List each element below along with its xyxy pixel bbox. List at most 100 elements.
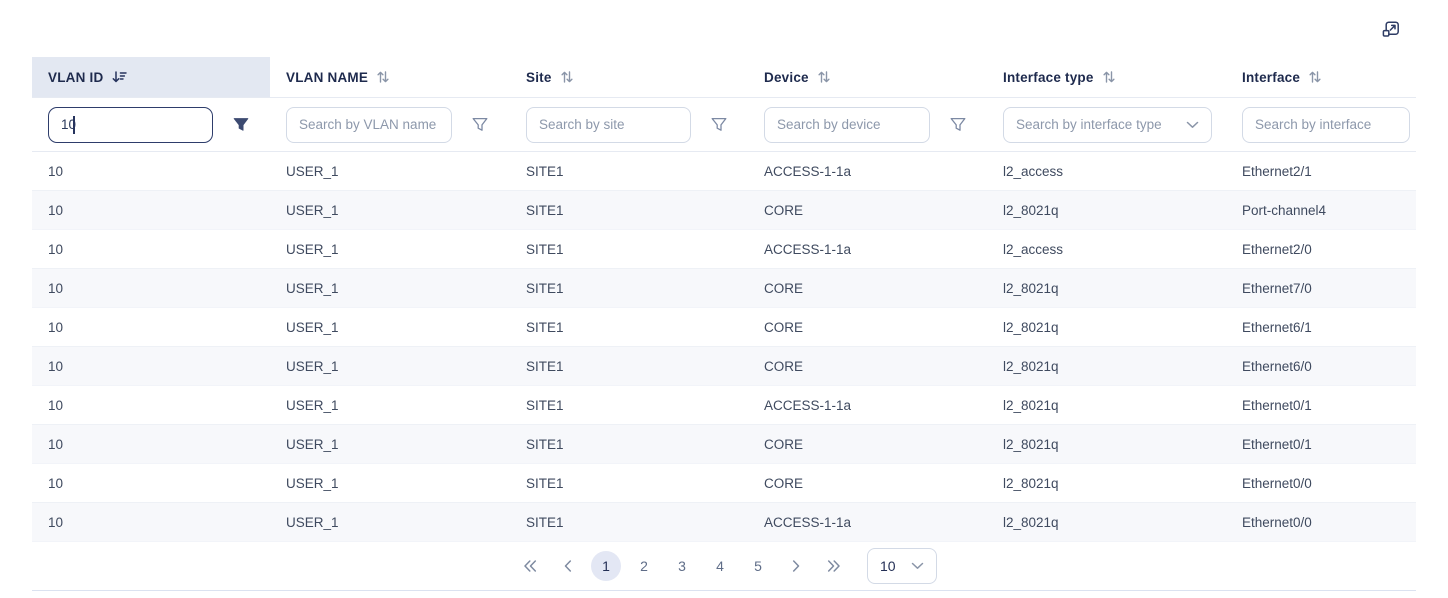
page-button-2[interactable]: 2: [629, 551, 659, 581]
cell-interface-type: l2_8021q: [1003, 202, 1059, 218]
next-page-button[interactable]: [781, 551, 811, 581]
cell-vlan-id: 10: [48, 436, 64, 452]
chevron-left-icon: [564, 560, 572, 572]
cell-site: SITE1: [526, 319, 564, 335]
filter-funnel-icon[interactable]: [711, 117, 727, 132]
cell-site: SITE1: [526, 241, 564, 257]
cell-interface: Ethernet0/0: [1242, 514, 1312, 530]
table-body: 10 USER_1 SITE1 ACCESS-1-1a l2_access Etherne…: [32, 152, 1416, 542]
page-size-select[interactable]: 10: [867, 548, 937, 584]
cell-device: ACCESS-1-1a: [764, 514, 852, 530]
column-label: Device: [764, 69, 809, 85]
sort-both-icon[interactable]: [1102, 70, 1116, 84]
column-header-site[interactable]: Site: [510, 57, 748, 97]
select-placeholder: Search by interface type: [1016, 117, 1162, 132]
table-row[interactable]: 10 USER_1 SITE1 CORE l2_8021q Ethernet7/0: [32, 269, 1416, 308]
cell-site: SITE1: [526, 475, 564, 491]
cell-interface-type: l2_8021q: [1003, 514, 1059, 530]
chevron-right-icon: [792, 560, 800, 572]
table-row[interactable]: 10 USER_1 SITE1 CORE l2_8021q Port-channel4: [32, 191, 1416, 230]
cell-interface: Ethernet2/1: [1242, 163, 1312, 179]
cell-vlan-id: 10: [48, 241, 64, 257]
column-header-device[interactable]: Device: [748, 57, 987, 97]
double-chevron-left-icon: [523, 560, 537, 572]
column-header-vlan-name[interactable]: VLAN NAME: [270, 57, 510, 97]
cell-interface-type: l2_access: [1003, 241, 1064, 257]
vlan-id-filter-input[interactable]: [48, 106, 213, 143]
sort-both-icon[interactable]: [817, 70, 831, 84]
filter-cell-site: [510, 106, 748, 143]
table-row[interactable]: 10 USER_1 SITE1 ACCESS-1-1a l2_8021q Ethernet…: [32, 386, 1416, 425]
cell-interface: Ethernet6/0: [1242, 358, 1312, 374]
cell-device: CORE: [764, 202, 804, 218]
interface-filter-input[interactable]: [1242, 106, 1410, 143]
chevron-down-icon: [911, 562, 924, 570]
cell-device: CORE: [764, 358, 804, 374]
table-row[interactable]: 10 USER_1 SITE1 ACCESS-1-1a l2_access Etherne…: [32, 230, 1416, 269]
cell-interface-type: l2_8021q: [1003, 280, 1059, 296]
filter-cell-device: [748, 106, 987, 143]
filter-funnel-icon[interactable]: [472, 117, 488, 132]
chevron-down-icon: [1186, 121, 1199, 129]
text-caret: [73, 115, 75, 134]
vlan-interfaces-table: VLAN ID VLAN NAME Site: [32, 57, 1416, 591]
column-label: Interface type: [1003, 69, 1094, 85]
column-header-interface[interactable]: Interface: [1226, 57, 1416, 97]
cell-interface-type: l2_8021q: [1003, 475, 1059, 491]
first-page-button[interactable]: [515, 551, 545, 581]
page-size-value: 10: [880, 558, 896, 574]
filter-funnel-icon[interactable]: [950, 117, 966, 132]
device-filter-input[interactable]: [764, 106, 930, 143]
page-button-1[interactable]: 1: [591, 551, 621, 581]
cell-vlan-id: 10: [48, 202, 64, 218]
cell-site: SITE1: [526, 397, 564, 413]
pagination-bar: 1 2 3 4 5 10: [32, 542, 1416, 591]
sort-both-icon[interactable]: [376, 70, 390, 84]
table-row[interactable]: 10 USER_1 SITE1 CORE l2_8021q Ethernet6/0: [32, 347, 1416, 386]
vlan-id-filter-wrap: [48, 106, 213, 143]
interface-type-filter-select[interactable]: Search by interface type: [1003, 106, 1212, 143]
column-header-interface-type[interactable]: Interface type: [987, 57, 1226, 97]
site-filter-input[interactable]: [526, 106, 691, 143]
expand-table-button[interactable]: [1380, 18, 1402, 40]
table-row[interactable]: 10 USER_1 SITE1 CORE l2_8021q Ethernet6/1: [32, 308, 1416, 347]
cell-device: CORE: [764, 436, 804, 452]
page-button-5[interactable]: 5: [743, 551, 773, 581]
page-button-3[interactable]: 3: [667, 551, 697, 581]
table-row[interactable]: 10 USER_1 SITE1 ACCESS-1-1a l2_access Etherne…: [32, 152, 1416, 191]
cell-vlan-id: 10: [48, 514, 64, 530]
cell-site: SITE1: [526, 202, 564, 218]
column-header-vlan-id[interactable]: VLAN ID: [32, 57, 270, 97]
vlan-name-filter-input[interactable]: [286, 106, 452, 143]
table-row[interactable]: 10 USER_1 SITE1 CORE l2_8021q Ethernet0/1: [32, 425, 1416, 464]
table-filter-row: Search by interface type: [32, 97, 1416, 152]
sort-both-icon[interactable]: [1308, 70, 1322, 84]
cell-device: CORE: [764, 319, 804, 335]
cell-site: SITE1: [526, 514, 564, 530]
cell-device: ACCESS-1-1a: [764, 397, 852, 413]
cell-vlan-id: 10: [48, 163, 64, 179]
last-page-button[interactable]: [819, 551, 849, 581]
previous-page-button[interactable]: [553, 551, 583, 581]
cell-interface: Port-channel4: [1242, 202, 1327, 218]
cell-interface: Ethernet7/0: [1242, 280, 1312, 296]
table-row[interactable]: 10 USER_1 SITE1 CORE l2_8021q Ethernet0/0: [32, 464, 1416, 503]
table-row[interactable]: 10 USER_1 SITE1 ACCESS-1-1a l2_8021q Ethernet…: [32, 503, 1416, 542]
cell-interface-type: l2_8021q: [1003, 358, 1059, 374]
sort-both-icon[interactable]: [560, 70, 574, 84]
cell-vlan-id: 10: [48, 358, 64, 374]
sort-descending-icon[interactable]: [111, 70, 128, 84]
filter-cell-interface-type: Search by interface type: [987, 106, 1226, 143]
cell-vlan-name: USER_1: [286, 436, 339, 452]
column-label: Site: [526, 69, 552, 85]
expand-icon: [1381, 19, 1401, 39]
filter-cell-interface: [1226, 106, 1416, 143]
filter-funnel-active-icon[interactable]: [233, 117, 249, 132]
cell-interface: Ethernet0/0: [1242, 475, 1312, 491]
cell-vlan-name: USER_1: [286, 163, 339, 179]
cell-vlan-name: USER_1: [286, 514, 339, 530]
cell-vlan-name: USER_1: [286, 358, 339, 374]
page-button-4[interactable]: 4: [705, 551, 735, 581]
column-label: VLAN NAME: [286, 69, 369, 85]
cell-vlan-name: USER_1: [286, 202, 339, 218]
